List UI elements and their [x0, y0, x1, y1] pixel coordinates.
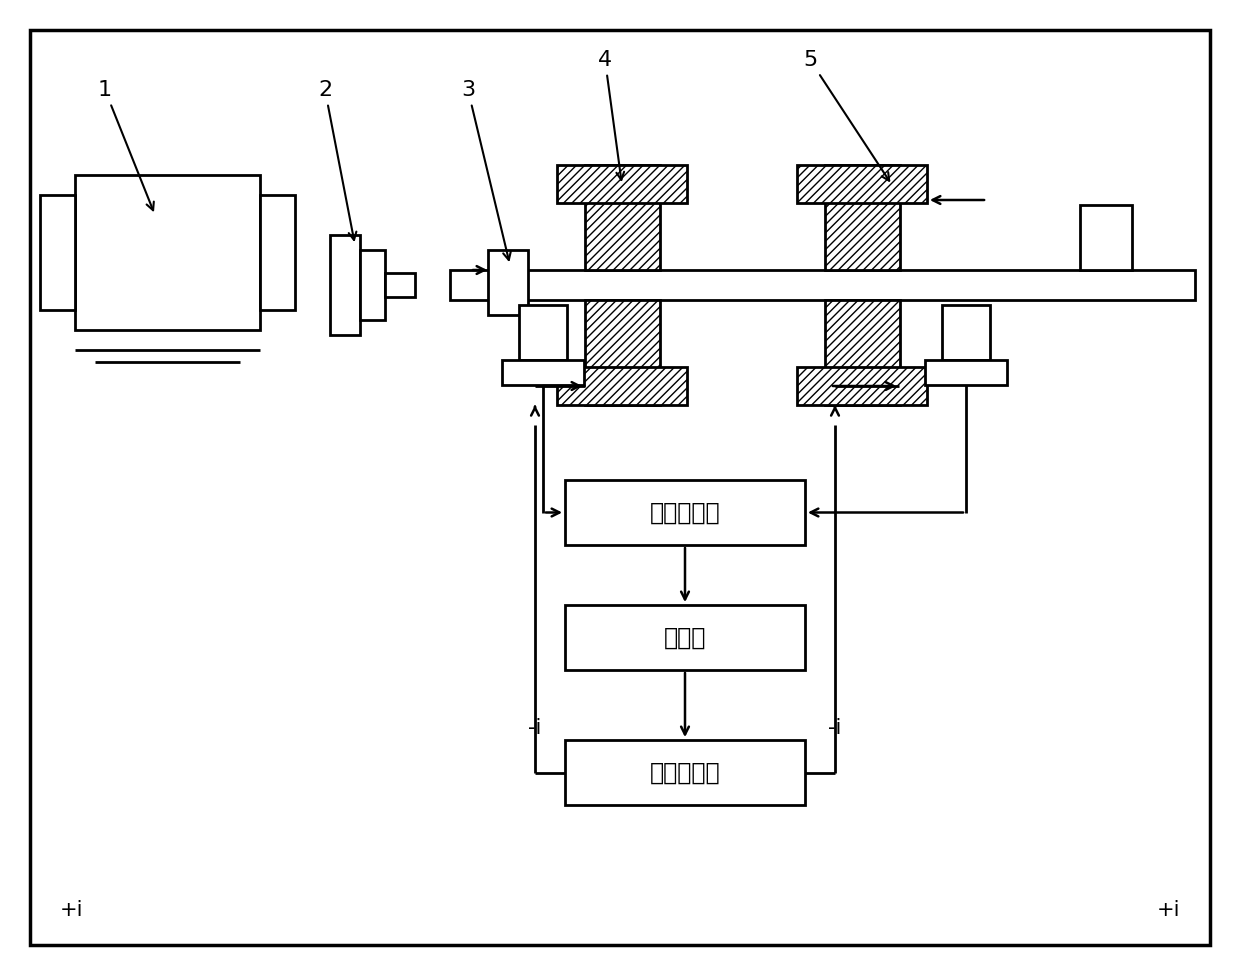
Text: -i: -i: [528, 718, 542, 738]
Text: 4: 4: [598, 50, 624, 180]
Text: 5: 5: [802, 50, 889, 181]
Bar: [925, 360, 1007, 385]
Bar: [585, 300, 660, 405]
Bar: [797, 367, 928, 405]
Text: +i: +i: [1157, 900, 1180, 920]
Bar: [360, 250, 384, 320]
Bar: [825, 165, 900, 270]
Bar: [942, 305, 990, 360]
Text: 功率放大器: 功率放大器: [650, 761, 720, 784]
Text: +i: +i: [60, 900, 83, 920]
Bar: [565, 605, 805, 670]
Text: 1: 1: [98, 80, 154, 210]
Bar: [330, 235, 360, 335]
Bar: [450, 270, 1195, 300]
Text: 3: 3: [461, 80, 511, 260]
Text: 控制器: 控制器: [663, 625, 707, 650]
Bar: [74, 175, 260, 330]
Bar: [565, 740, 805, 805]
Bar: [520, 305, 567, 360]
Text: 2: 2: [317, 80, 356, 240]
Text: 电压放大器: 电压放大器: [650, 501, 720, 525]
Bar: [825, 300, 900, 405]
Text: -i: -i: [828, 718, 842, 738]
Bar: [260, 195, 295, 310]
Bar: [797, 165, 928, 203]
Bar: [557, 165, 687, 203]
Bar: [565, 480, 805, 545]
Bar: [1080, 205, 1132, 270]
Bar: [502, 360, 584, 385]
Bar: [489, 250, 528, 315]
Bar: [40, 195, 74, 310]
Bar: [585, 165, 660, 270]
Bar: [384, 273, 415, 297]
Bar: [557, 367, 687, 405]
